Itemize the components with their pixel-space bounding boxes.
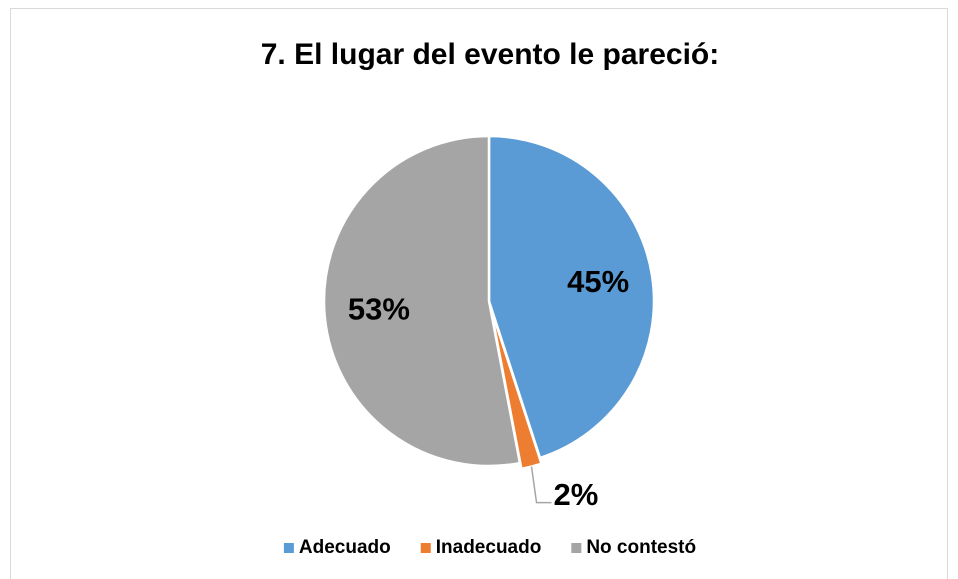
pie-slice	[487, 134, 656, 460]
legend-marker	[283, 543, 294, 553]
chart-title: 7. El lugar del evento le pareció:	[261, 38, 719, 71]
leader-line	[530, 466, 552, 504]
legend-label: No contestó	[586, 537, 696, 558]
legend-marker	[571, 543, 582, 553]
legend: Adecuado Inadecuado No contestó	[283, 537, 696, 558]
data-label: 2%	[554, 477, 599, 512]
legend-marker	[420, 543, 431, 553]
data-label: 53%	[348, 292, 410, 327]
pie-slice	[489, 306, 544, 471]
legend-label: Inadecuado	[436, 537, 542, 558]
pie-slice	[322, 134, 522, 468]
data-label: 45%	[567, 264, 629, 299]
legend-label: Adecuado	[299, 537, 391, 558]
